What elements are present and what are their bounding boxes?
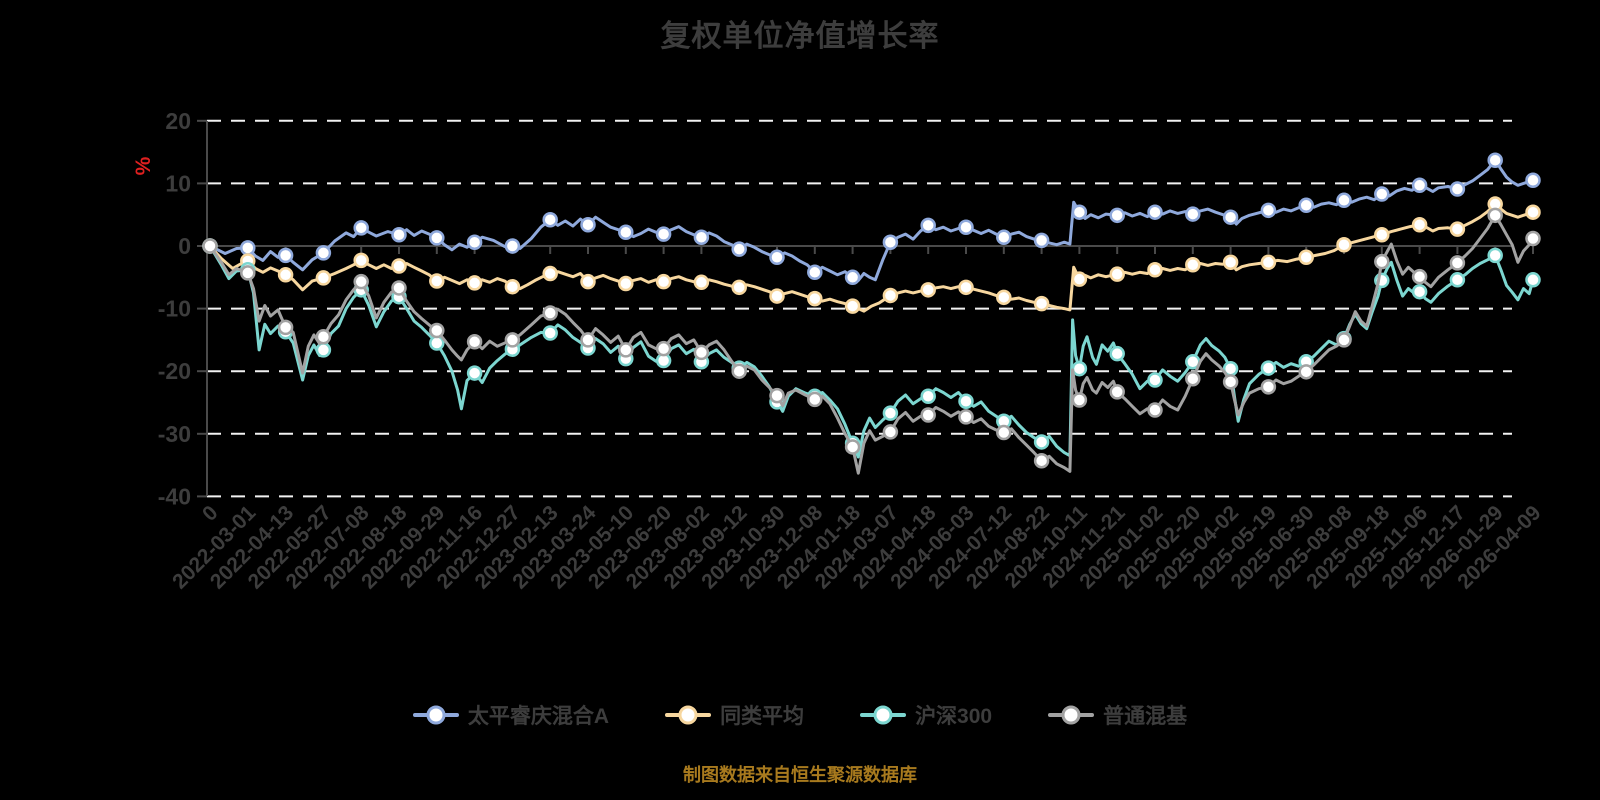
legend-label: 沪深300	[915, 705, 993, 728]
series-markers-0	[202, 152, 1541, 286]
legend-label: 太平睿庆混合A	[467, 705, 610, 728]
x-tick-labels: 02022-03-012022-04-132022-05-272022-07-0…	[168, 501, 1545, 593]
legend-marker-icon	[1048, 705, 1095, 725]
legend: 太平睿庆混合A 同类平均 沪深300 普通混基	[0, 700, 1600, 730]
chart-title: 复权单位净值增长率	[660, 20, 940, 53]
svg-text:-30: -30	[158, 421, 191, 447]
legend-marker-icon	[412, 705, 459, 725]
svg-text:-10: -10	[158, 296, 191, 322]
legend-item-ordinary-hybrid: 普通混基	[1048, 700, 1187, 730]
svg-text:%: %	[132, 156, 155, 175]
y-axis-unit: %	[132, 156, 155, 175]
series-line-0	[208, 158, 1535, 282]
legend-item-csi300: 沪深300	[860, 700, 992, 730]
svg-text:-40: -40	[158, 483, 191, 509]
svg-text:10: 10	[165, 170, 191, 196]
legend-marker-icon	[860, 705, 907, 725]
svg-text:0: 0	[178, 233, 191, 259]
series-line-1	[208, 202, 1535, 313]
data-source-note: 制图数据来自恒生聚源数据库	[683, 765, 917, 785]
series-markers-1	[202, 196, 1541, 314]
svg-text:0: 0	[198, 501, 223, 526]
svg-text:-20: -20	[158, 358, 191, 384]
series-markers-3	[202, 207, 1541, 469]
legend-marker-icon	[665, 705, 712, 725]
y-axis: 20 10 0 -10 -20 -30 -40	[158, 108, 208, 509]
legend-item-fund: 太平睿庆混合A	[412, 700, 610, 730]
legend-item-category-average: 同类平均	[665, 700, 804, 730]
svg-text:20: 20	[165, 108, 191, 134]
legend-label: 同类平均	[720, 705, 805, 728]
legend-label: 普通混基	[1103, 705, 1188, 728]
